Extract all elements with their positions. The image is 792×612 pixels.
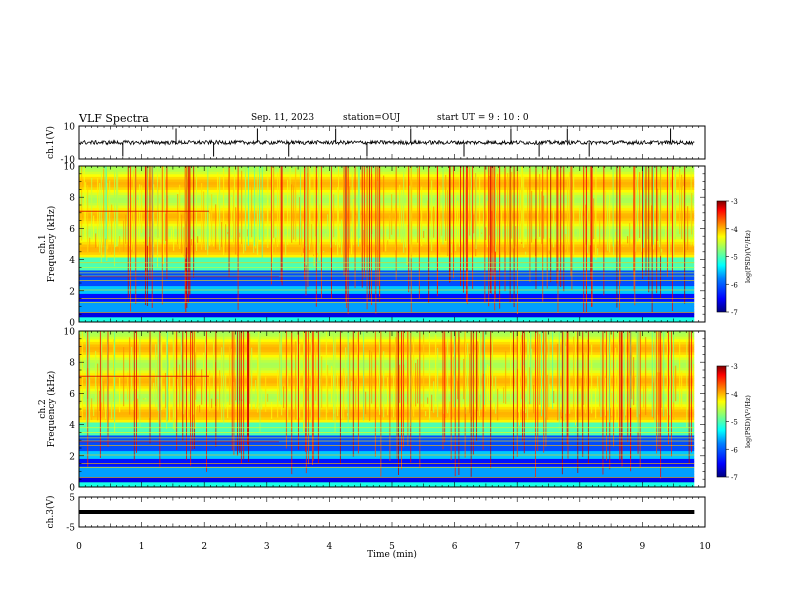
ch2-spectrogram-ylabel: Frequency (kHz) bbox=[46, 371, 57, 448]
ch2-spectrogram-ylabel: ch.2 bbox=[38, 399, 48, 418]
ch2-spectrogram-colorbar-tick: -6 bbox=[731, 446, 738, 454]
x-tick-label: 5 bbox=[389, 542, 395, 552]
ch2-spectrogram-ytick-label: 4 bbox=[69, 421, 75, 431]
ch1-spectrogram-heatmap bbox=[79, 166, 705, 323]
ch2-spectrogram-colorbar-tick: -5 bbox=[731, 419, 738, 427]
ch1-spectrogram-ytick-label: 8 bbox=[69, 194, 75, 204]
x-axis-label: Time (min) bbox=[367, 549, 417, 560]
ch1-spectrogram-ylabel: ch.1 bbox=[38, 234, 48, 253]
date-label: Sep. 11, 2023 bbox=[251, 113, 315, 123]
x-tick-label: 1 bbox=[139, 542, 145, 552]
ch1-spectrogram-colorbar-tick: -4 bbox=[731, 226, 738, 234]
station-label: station=OUJ bbox=[343, 113, 401, 123]
ch2-spectrogram-colorbar-label: log(PSD)(V²/Hz) bbox=[744, 395, 752, 448]
ch1-spectrogram-ytick-label: 10 bbox=[64, 163, 76, 173]
ch1-spectrogram-ytick-label: 2 bbox=[69, 287, 75, 297]
ch1-spectrogram-colorbar-tick: -7 bbox=[731, 309, 738, 317]
ch1-spectrogram-ylabel: Frequency (kHz) bbox=[46, 206, 57, 283]
x-tick-label: 10 bbox=[699, 542, 711, 552]
ch2-spectrogram-colorbar-tick: -4 bbox=[731, 391, 738, 399]
ch1-spectrogram-colorbar-tick: -6 bbox=[731, 281, 738, 289]
ch2-spectrogram-colorbar-tick: -3 bbox=[731, 363, 738, 371]
ch2-spectrogram-ytick-label: 0 bbox=[69, 484, 75, 494]
x-tick-label: 9 bbox=[640, 542, 646, 552]
ch3-voltage-ylabel: ch.3(V) bbox=[45, 496, 56, 529]
ch1-spectrogram-colorbar-tick: -5 bbox=[731, 254, 738, 262]
ch3-voltage-ytick-label: -5 bbox=[66, 524, 75, 534]
ch1-spectrogram-ytick-label: 4 bbox=[69, 256, 75, 266]
ch3-voltage-ytick-label: 5 bbox=[69, 494, 75, 504]
ch2-spectrogram-ytick-label: 2 bbox=[69, 452, 75, 462]
ch2-spectrogram-colorbar bbox=[716, 365, 727, 478]
x-tick-label: 0 bbox=[76, 542, 82, 552]
ch1-spectrogram-colorbar-label: log(PSD)(V²/Hz) bbox=[744, 230, 752, 283]
ch1-voltage-ytick-label: 10 bbox=[64, 123, 76, 133]
ch2-spectrogram-ytick-label: 8 bbox=[69, 359, 75, 369]
x-tick-label: 7 bbox=[514, 542, 520, 552]
x-tick-label: 4 bbox=[327, 542, 333, 552]
x-tick-label: 2 bbox=[201, 542, 207, 552]
start-time-label: start UT = 9 : 10 : 0 bbox=[437, 113, 529, 123]
chart-title: VLF Spectra bbox=[79, 112, 149, 125]
x-tick-label: 3 bbox=[264, 542, 270, 552]
ch2-spectrogram-colorbar-tick: -7 bbox=[731, 474, 738, 482]
ch2-spectrogram-ytick-label: 10 bbox=[64, 328, 76, 338]
ch1-spectrogram-colorbar bbox=[716, 200, 727, 313]
ch1-voltage-ytick-label: -10 bbox=[61, 156, 76, 166]
ch2-spectrogram-ytick-label: 6 bbox=[69, 390, 75, 400]
ch2-spectrogram-heatmap bbox=[79, 331, 705, 488]
x-tick-label: 8 bbox=[577, 542, 583, 552]
ch1-voltage-trace bbox=[78, 139, 695, 146]
ch1-voltage-ylabel: ch.1(V) bbox=[45, 126, 56, 159]
ch1-spectrogram-colorbar-tick: -3 bbox=[731, 198, 738, 206]
ch1-spectrogram-ytick-label: 0 bbox=[69, 319, 75, 329]
x-tick-label: 6 bbox=[452, 542, 458, 552]
ch1-spectrogram-ytick-label: 6 bbox=[69, 225, 75, 235]
